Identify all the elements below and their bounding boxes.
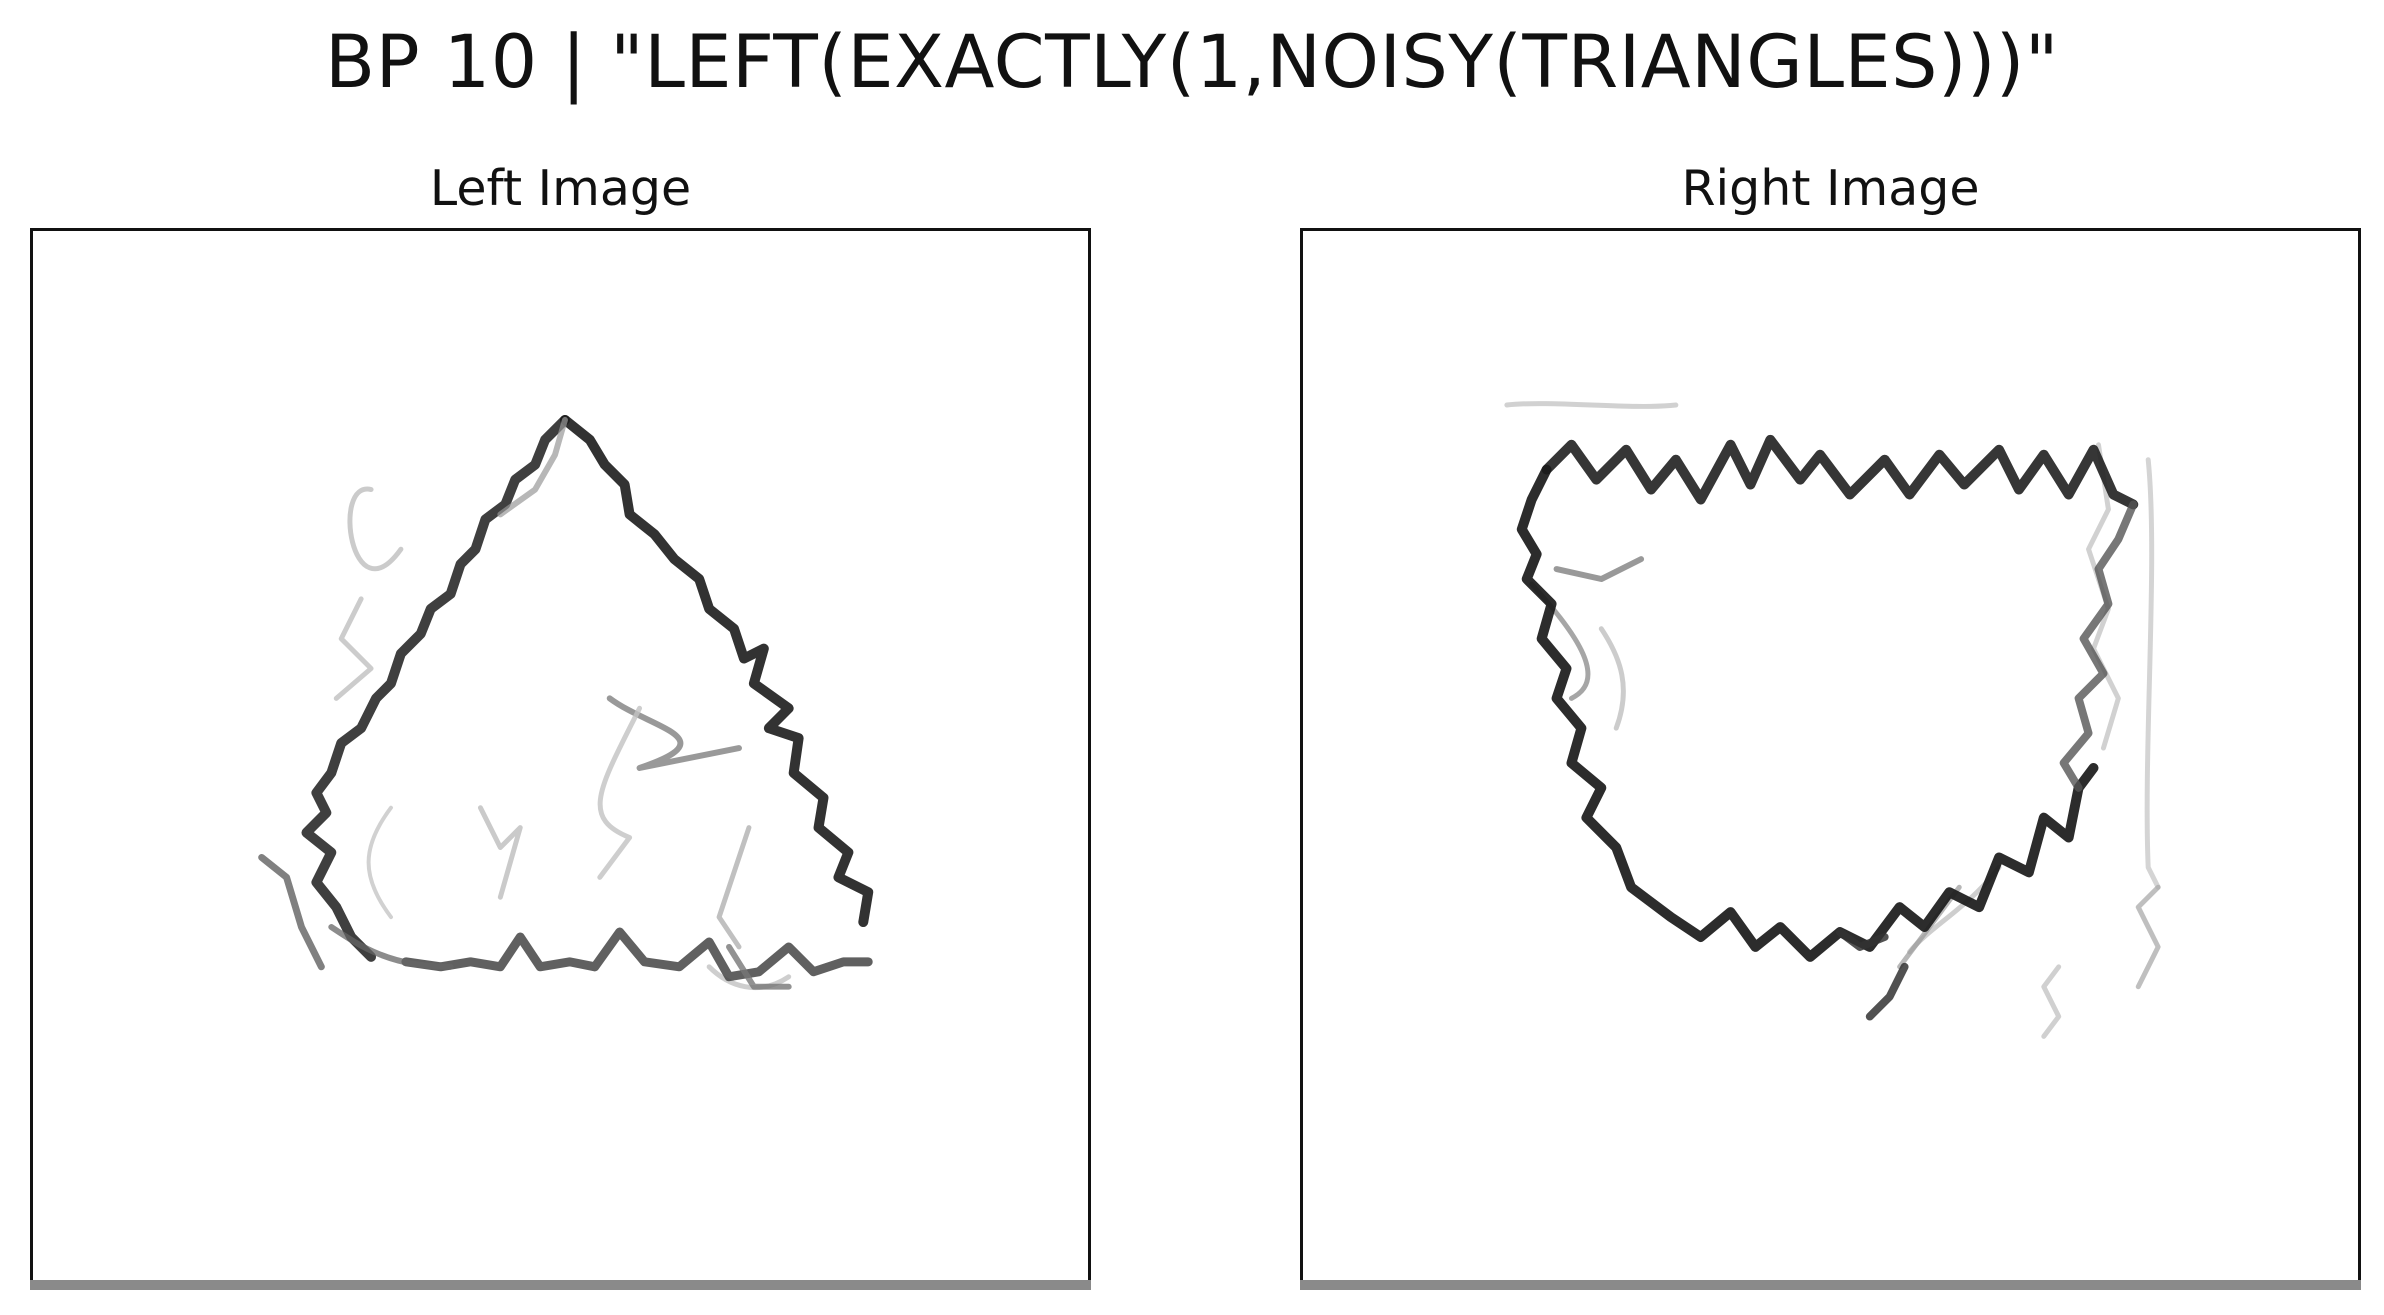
- noisy-triangle-drawing: [258, 414, 874, 991]
- left-panel-title: Left Image: [429, 160, 692, 217]
- right-panel-bottom-strip: [1300, 1280, 2361, 1290]
- noisy-quadrilateral-drawing: [1504, 401, 2161, 1039]
- right-image-panel: [1300, 228, 2361, 1289]
- left-panel-bottom-strip: [30, 1280, 1091, 1290]
- right-panel-title: Right Image: [1681, 160, 1980, 217]
- figure-title: BP 10 | "LEFT(EXACTLY(1,NOISY(TRIANGLES)…: [324, 20, 2059, 105]
- left-image-panel: [30, 228, 1091, 1289]
